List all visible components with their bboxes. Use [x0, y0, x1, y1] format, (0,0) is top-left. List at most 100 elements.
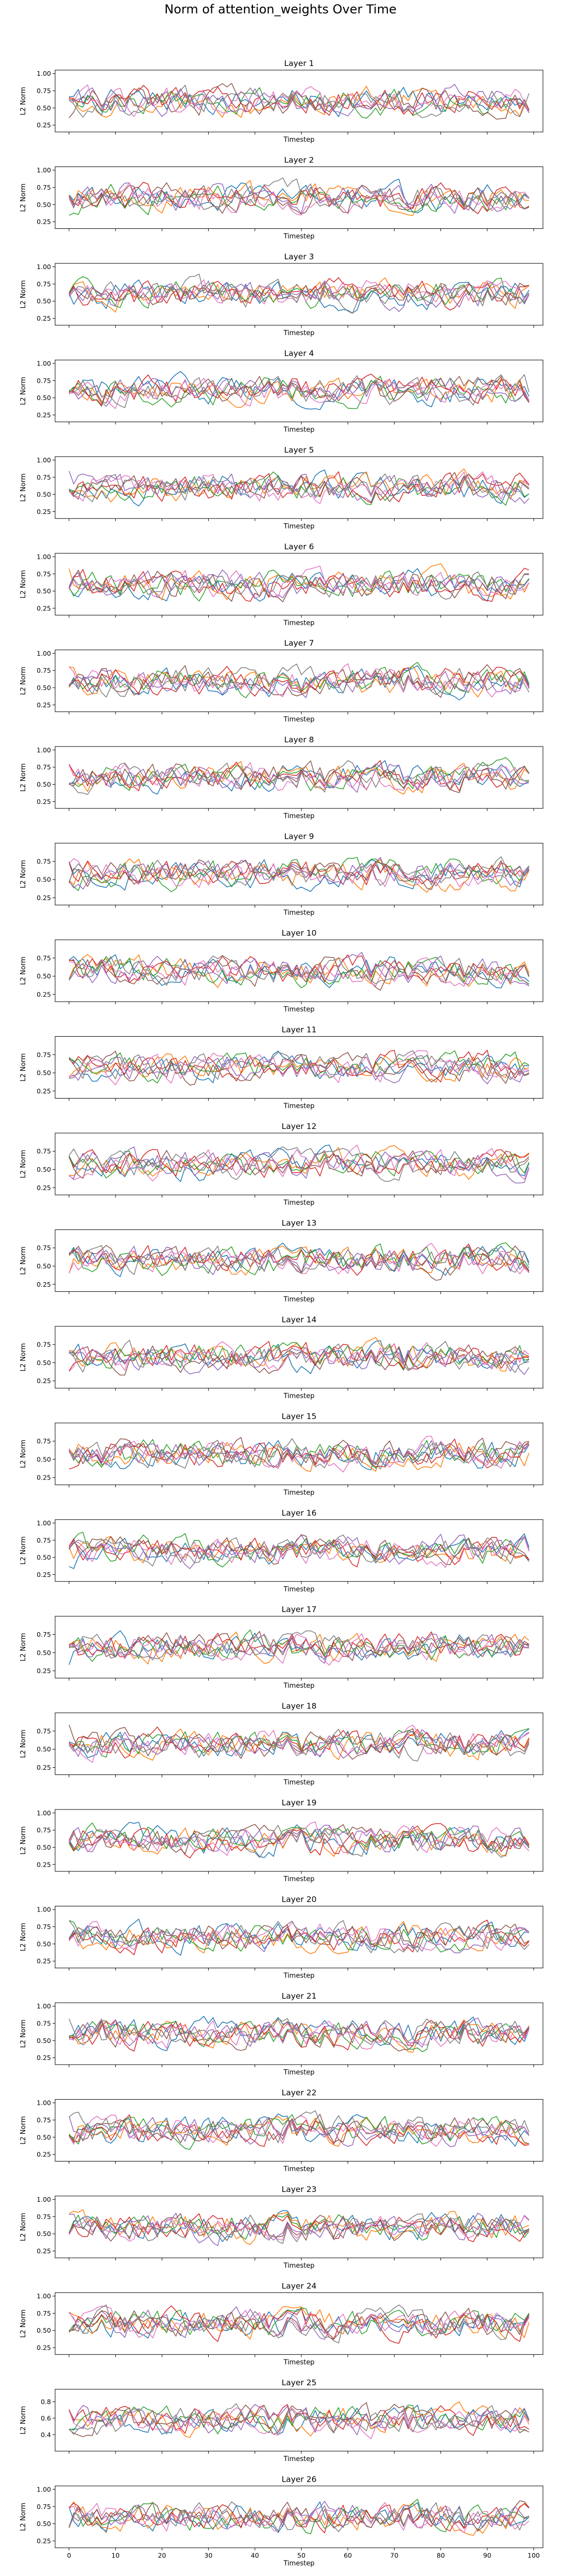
axes-frame: [55, 1229, 543, 1292]
axes-frame: [55, 1616, 543, 1678]
series-line: [69, 1724, 530, 1763]
y-tick-label: 0.25: [37, 1957, 51, 1965]
layer-panel: Layer 24 0.25 0.50 0.75 1.00 L2 Norm Timestep: [20, 2281, 543, 2366]
layer-panel: Layer 7 0.25 0.50 0.75 1.00 L2 Norm Timestep: [20, 639, 543, 724]
y-tick-label: 0.25: [37, 1571, 51, 1578]
series-line: [69, 1146, 530, 1184]
y-tick-label: 0.25: [37, 2537, 51, 2545]
series-line: [69, 180, 529, 216]
layer-panel: Layer 20 0.25 0.50 0.75 1.00 L2 Norm Timestep: [20, 1895, 543, 1980]
layer-title: Layer 20: [282, 1895, 317, 1904]
series-line: [69, 2500, 530, 2532]
axes-frame: [55, 1713, 543, 1775]
series-line: [69, 1729, 530, 1761]
series-line: [69, 760, 530, 795]
axes-frame: [55, 263, 543, 326]
y-axis-label: L2 Norm: [20, 377, 27, 405]
y-tick-label: 0.50: [37, 1554, 51, 1561]
y-tick-label: 0.25: [37, 1667, 51, 1675]
series-line: [69, 1053, 529, 1083]
x-axis-label: Timestep: [283, 909, 315, 917]
series-line: [69, 760, 530, 792]
x-axis-label: Timestep: [283, 2455, 315, 2463]
series-line: [69, 956, 530, 991]
series-line: [69, 1437, 530, 1468]
y-tick-label: 0.25: [37, 314, 51, 322]
y-tick-label: 1.00: [37, 2485, 51, 2493]
layer-title: Layer 9: [284, 832, 314, 841]
axes-frame: [55, 1133, 543, 1195]
y-axis-label: L2 Norm: [20, 1730, 27, 1758]
y-tick-label: 0.25: [37, 2247, 51, 2255]
series-line: [69, 760, 530, 793]
series-line: [69, 2404, 530, 2435]
y-tick-label: 0.50: [37, 1166, 51, 1173]
layer-title: Layer 14: [282, 1315, 317, 1324]
series-line: [69, 2499, 530, 2535]
series-line: [69, 177, 530, 212]
series-line: [69, 1822, 530, 1852]
y-tick-label: 0.75: [37, 1923, 51, 1931]
y-axis-label: L2 Norm: [20, 87, 27, 115]
series-line: [69, 2305, 530, 2339]
y-axis-label: L2 Norm: [20, 2309, 27, 2338]
series-line: [69, 280, 530, 312]
x-axis-label: Timestep: [283, 1006, 315, 1013]
y-axis-label: L2 Norm: [20, 280, 27, 308]
y-tick-label: 0.50: [37, 2133, 51, 2141]
series-line: [69, 1630, 529, 1665]
series-line: [69, 2401, 530, 2438]
series-line: [69, 665, 530, 701]
y-tick-label: 0.75: [37, 2116, 51, 2124]
x-axis-label: Timestep: [283, 1199, 315, 1207]
series-line: [69, 2215, 530, 2242]
series-line: [69, 2501, 530, 2533]
y-tick-label: 0.50: [37, 1649, 51, 1656]
x-axis-label: Timestep: [283, 1682, 315, 1690]
x-axis-label: Timestep: [283, 2358, 315, 2366]
y-tick-label: 0.25: [37, 411, 51, 419]
series-line: [69, 182, 530, 215]
y-axis-label: L2 Norm: [20, 473, 27, 502]
series-line: [69, 1342, 530, 1371]
axes-frame: [55, 359, 543, 422]
y-axis-label: L2 Norm: [20, 1053, 27, 1082]
layer-panel: Layer 8 0.25 0.50 0.75 1.00 L2 Norm Timestep: [20, 735, 543, 820]
x-tick-label: 20: [158, 2551, 166, 2559]
layer-panel: Layer 18 0.25 0.50 0.75 L2 Norm Timestep: [20, 1702, 543, 1787]
y-axis-label: L2 Norm: [20, 2116, 27, 2145]
layer-title: Layer 16: [282, 1508, 317, 1518]
series-line: [69, 1919, 530, 1956]
y-tick-label: 0.75: [37, 280, 51, 288]
x-tick-label: 0: [67, 2551, 71, 2559]
series-line: [69, 1534, 530, 1566]
series-line: [69, 373, 530, 406]
y-tick-label: 0.75: [37, 1148, 51, 1155]
x-tick-label: 60: [344, 2551, 352, 2559]
y-tick-label: 0.8: [41, 2398, 51, 2405]
y-tick-label: 0.6: [41, 2414, 51, 2422]
y-tick-label: 0.50: [37, 1359, 51, 1367]
x-axis-label: Timestep: [283, 2069, 315, 2076]
series-line: [69, 571, 529, 600]
y-tick-label: 0.75: [37, 473, 51, 481]
series-line: [69, 858, 530, 888]
layer-panel: Layer 19 0.25 0.50 0.75 1.00 L2 Norm Timestep: [20, 1798, 543, 1883]
series-line: [69, 277, 530, 313]
y-tick-label: 0.75: [37, 1051, 51, 1058]
x-axis-label: Timestep: [283, 136, 315, 144]
series-line: [69, 1150, 530, 1179]
layer-panel: Layer 25 0.4 0.6 0.8 L2 Norm Timestep: [20, 2378, 543, 2463]
x-axis-label: Timestep: [283, 716, 315, 724]
layer-panel: Layer 16 0.25 0.50 0.75 1.00 L2 Norm Timestep: [20, 1508, 543, 1593]
y-axis-label: L2 Norm: [20, 860, 27, 888]
series-line: [69, 1726, 530, 1759]
series-line: [69, 570, 530, 602]
y-tick-label: 0.25: [37, 701, 51, 709]
axes-frame: [55, 2196, 543, 2258]
y-tick-label: 0.4: [41, 2431, 51, 2438]
y-tick-label: 1.00: [37, 1519, 51, 1527]
series-line: [69, 570, 529, 603]
series-line: [69, 277, 530, 311]
y-axis-label: L2 Norm: [20, 2503, 27, 2531]
